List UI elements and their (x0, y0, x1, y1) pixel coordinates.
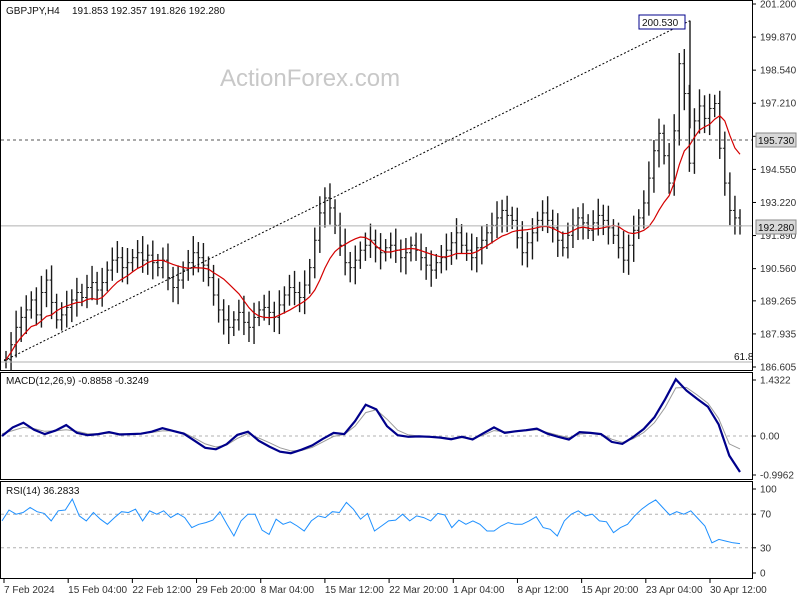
macd-tick-label: -0.9962 (760, 471, 794, 482)
moving-average-line (5, 114, 741, 361)
rsi-tick-label: 30 (760, 543, 772, 554)
time-tick-label: 23 Apr 04:00 (646, 585, 703, 596)
time-tick-label: 15 Apr 20:00 (582, 585, 639, 596)
price-tick-label: 197.210 (760, 99, 797, 110)
ohlc-label: 191.853 192.357 191.826 192.280 (72, 6, 225, 17)
time-tick-label: 22 Mar 20:00 (389, 585, 448, 596)
price-tick-label: 198.540 (760, 66, 797, 77)
time-tick-label: 15 Feb 04:00 (68, 585, 127, 596)
macd-panel-frame (0, 372, 753, 480)
last-price-box (755, 219, 797, 235)
macd-title: MACD(12,26,9) -0.8858 -0.3249 (6, 376, 149, 387)
time-tick-label: 1 Apr 04:00 (453, 585, 505, 596)
symbol-label: GBPJPY,H4 (6, 6, 60, 17)
price-tick-label: 189.265 (760, 296, 797, 307)
price-overlays (1, 20, 752, 363)
rsi-series-line (1, 498, 741, 545)
price-panel-frame (0, 0, 753, 371)
price-tick-label: 186.605 (760, 363, 797, 374)
price-tick-label: 187.935 (760, 329, 797, 340)
peak-label-box (638, 14, 686, 30)
macd-main-line (1, 377, 741, 473)
macd-axis: 1.4322 0.00 -0.9962 (1, 376, 794, 482)
time-tick-label: 29 Feb 20:00 (197, 585, 256, 596)
time-tick-label: 8 Mar 04:00 (261, 585, 315, 596)
price-tick-label: 194.550 (760, 165, 797, 176)
time-tick-label: 15 Mar 12:00 (325, 585, 384, 596)
rsi-line (1, 498, 741, 545)
time-tick-label: 8 Apr 12:00 (517, 585, 569, 596)
fib-label: 61.8 (734, 352, 754, 363)
price-tick-label: 190.560 (760, 264, 797, 275)
last-price-label: 192.280 (758, 223, 795, 234)
level-195-label: 195.730 (758, 136, 795, 147)
peak-label: 200.530 (642, 18, 679, 29)
time-tick-label: 7 Feb 2024 (4, 585, 55, 596)
time-tick-label: 30 Apr 12:00 (710, 585, 767, 596)
price-tick-label: 199.870 (760, 33, 797, 44)
time-tick-label: 22 Feb 12:00 (132, 585, 191, 596)
rsi-axis: 100 70 30 0 (1, 485, 777, 580)
macd-tick-label: 1.4322 (760, 376, 791, 387)
watermark: ActionForex.com (220, 65, 400, 92)
price-tick-label: 201.200 (760, 0, 797, 11)
price-tick-label: 193.220 (760, 198, 797, 209)
price-tick-label: 191.890 (760, 231, 797, 242)
rsi-tick-label: 100 (760, 485, 777, 496)
time-axis: 7 Feb 2024 15 Feb 04:00 22 Feb 12:00 29 Feb… (3, 579, 767, 596)
rsi-panel-frame (0, 481, 753, 579)
level-195-box (755, 132, 797, 148)
rsi-title: RSI(14) 36.2833 (6, 486, 80, 497)
moving-average (5, 114, 741, 361)
rsi-tick-label: 0 (760, 569, 766, 580)
macd-tick-label: 0.00 (760, 432, 780, 443)
macd-lines (1, 377, 741, 473)
rsi-tick-label: 70 (760, 510, 772, 521)
